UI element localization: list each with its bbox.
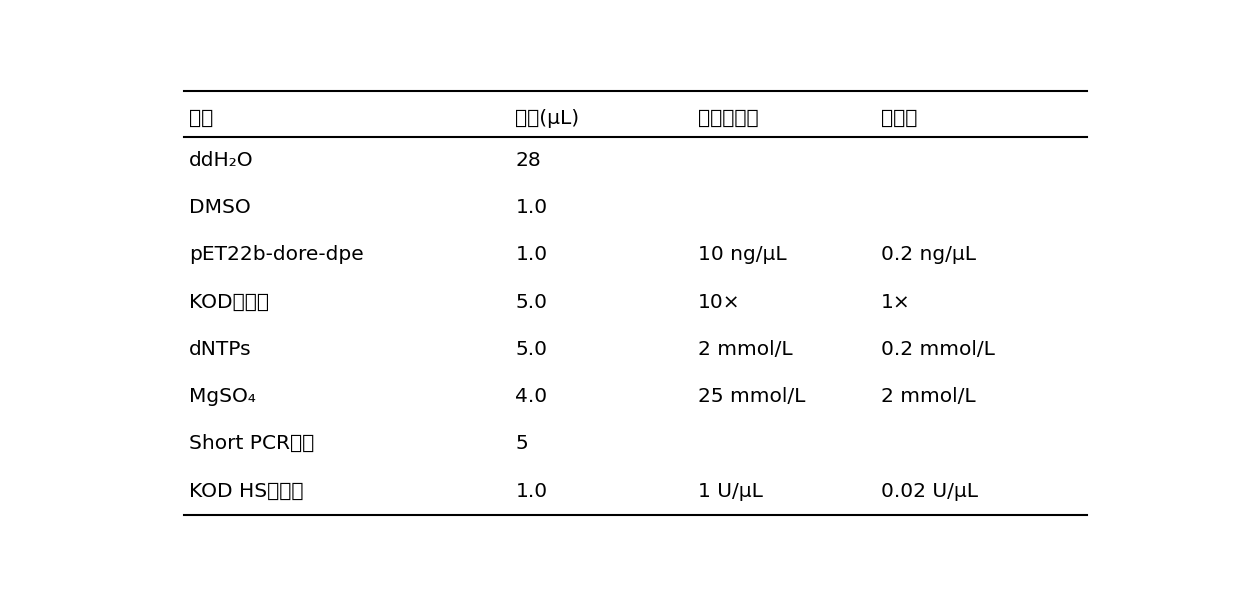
Text: 10×: 10×: [698, 293, 740, 311]
Text: 28: 28: [516, 151, 541, 170]
Text: 10 ng/μL: 10 ng/μL: [698, 245, 786, 264]
Text: 1 U/μL: 1 U/μL: [698, 482, 763, 501]
Text: ddH₂O: ddH₂O: [188, 151, 253, 170]
Text: dNTPs: dNTPs: [188, 340, 252, 359]
Text: 5: 5: [516, 434, 528, 453]
Text: Short PCR产物: Short PCR产物: [188, 434, 314, 453]
Text: 试剂: 试剂: [188, 109, 213, 128]
Text: KOD缓冲液: KOD缓冲液: [188, 293, 269, 311]
Text: MgSO₄: MgSO₄: [188, 387, 255, 406]
Text: 1.0: 1.0: [516, 482, 548, 501]
Text: 1.0: 1.0: [516, 245, 548, 264]
Text: 0.02 U/μL: 0.02 U/μL: [880, 482, 977, 501]
Text: 5.0: 5.0: [516, 293, 547, 311]
Text: 储藏液浓度: 储藏液浓度: [698, 109, 759, 128]
Text: 2 mmol/L: 2 mmol/L: [698, 340, 792, 359]
Text: 2 mmol/L: 2 mmol/L: [880, 387, 975, 406]
Text: 1.0: 1.0: [516, 198, 548, 217]
Text: 0.2 ng/μL: 0.2 ng/μL: [880, 245, 976, 264]
Text: 25 mmol/L: 25 mmol/L: [698, 387, 805, 406]
Text: DMSO: DMSO: [188, 198, 250, 217]
Text: pET22b-dore-dpe: pET22b-dore-dpe: [188, 245, 363, 264]
Text: 体积(μL): 体积(μL): [516, 109, 579, 128]
Text: 1×: 1×: [880, 293, 910, 311]
Text: 终浓度: 终浓度: [880, 109, 916, 128]
Text: 4.0: 4.0: [516, 387, 548, 406]
Text: 5.0: 5.0: [516, 340, 547, 359]
Text: 0.2 mmol/L: 0.2 mmol/L: [880, 340, 994, 359]
Text: KOD HS聚合酶: KOD HS聚合酶: [188, 482, 303, 501]
